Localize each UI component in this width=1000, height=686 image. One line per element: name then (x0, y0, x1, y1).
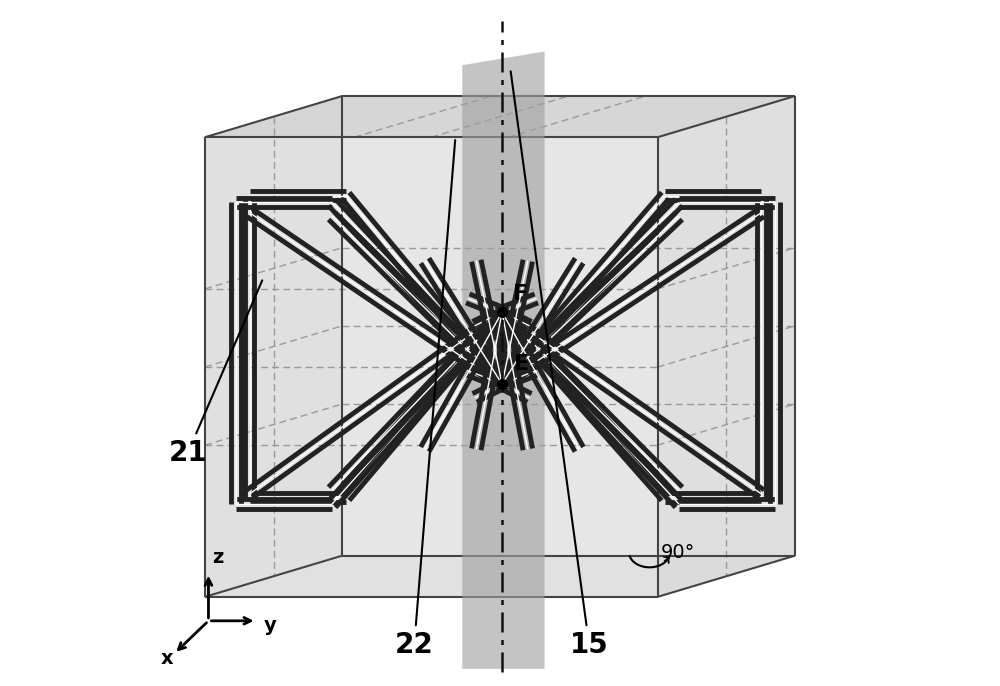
Polygon shape (462, 51, 545, 669)
Text: z: z (212, 547, 223, 567)
Text: 15: 15 (511, 71, 609, 659)
Polygon shape (342, 96, 795, 556)
Polygon shape (205, 96, 795, 137)
Text: E: E (514, 354, 530, 374)
Polygon shape (205, 137, 658, 597)
Text: 22: 22 (395, 140, 455, 659)
Text: x: x (160, 649, 173, 668)
Text: 90°: 90° (661, 543, 696, 562)
Text: y: y (263, 616, 276, 635)
Polygon shape (205, 96, 342, 597)
Polygon shape (205, 556, 795, 597)
Polygon shape (658, 96, 795, 597)
Text: F: F (513, 284, 528, 304)
Text: 21: 21 (169, 281, 262, 466)
